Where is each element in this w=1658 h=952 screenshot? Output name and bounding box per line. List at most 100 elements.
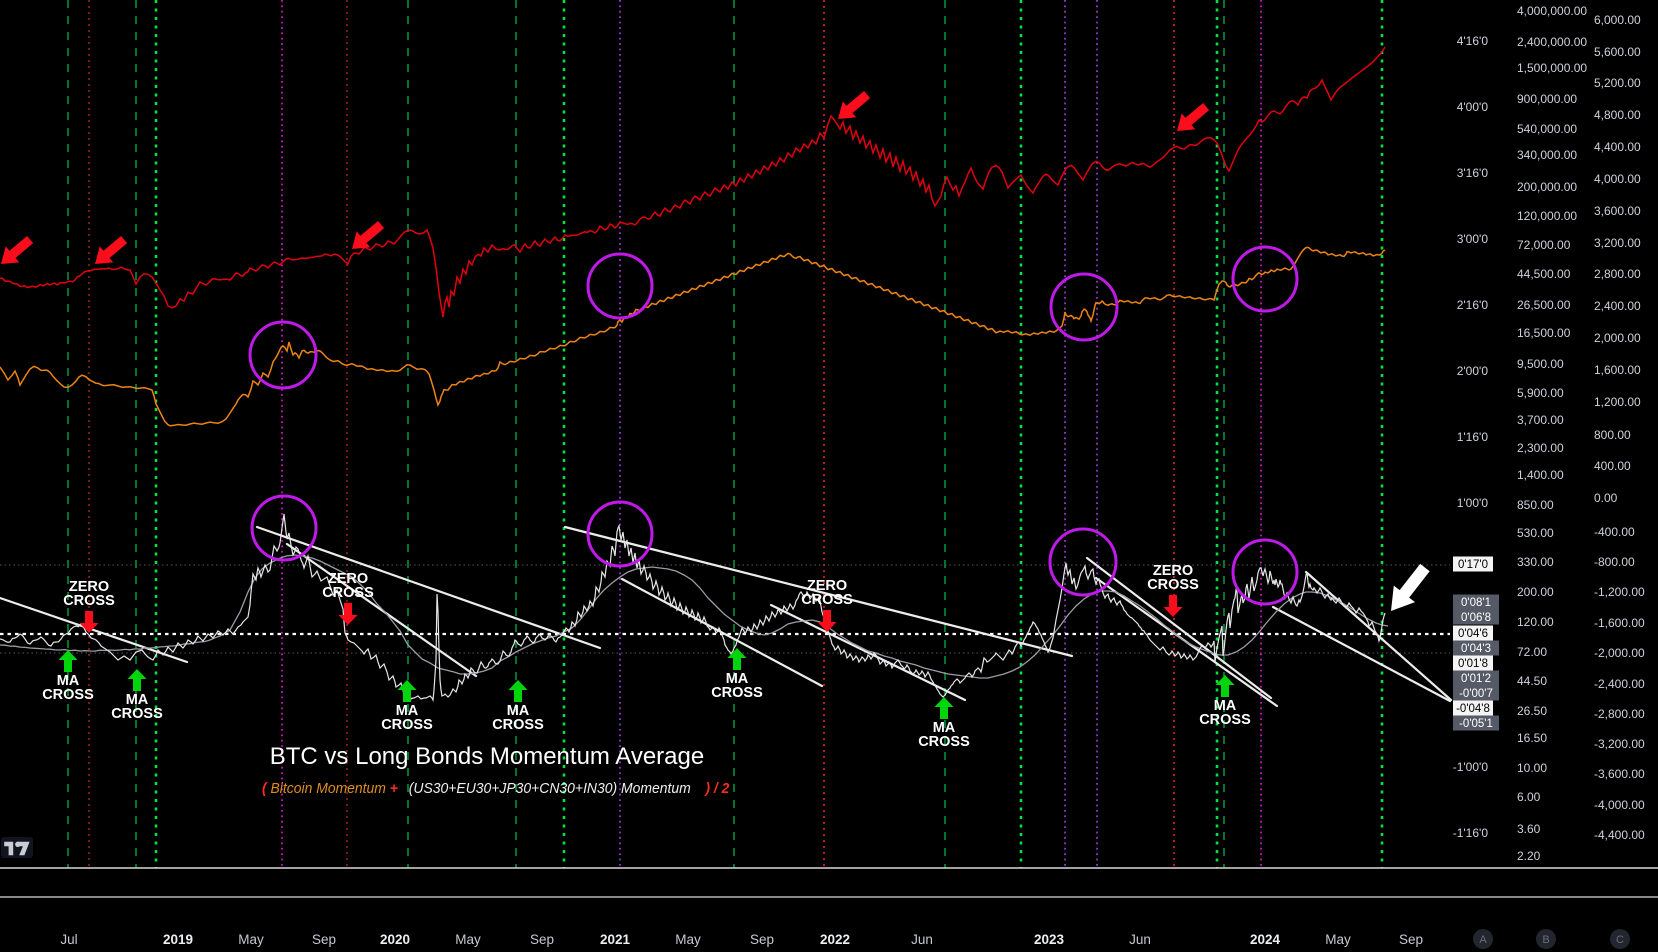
svg-text:Sep: Sep xyxy=(530,932,554,947)
svg-text:Sep: Sep xyxy=(1399,932,1423,947)
svg-text:5,900.00: 5,900.00 xyxy=(1517,386,1564,400)
svg-text:900,000.00: 900,000.00 xyxy=(1517,92,1577,106)
svg-text:CROSS: CROSS xyxy=(111,706,163,722)
svg-text:-400.00: -400.00 xyxy=(1594,525,1635,539)
svg-text:850.00: 850.00 xyxy=(1517,498,1554,512)
svg-text:May: May xyxy=(455,932,481,947)
svg-text:-2,800.00: -2,800.00 xyxy=(1594,707,1645,721)
svg-text:1'00'0: 1'00'0 xyxy=(1457,496,1489,510)
svg-text:0'04'6: 0'04'6 xyxy=(1458,628,1488,640)
svg-text:5,600.00: 5,600.00 xyxy=(1594,45,1641,59)
svg-text:2019: 2019 xyxy=(163,932,193,947)
svg-text:-0'04'8: -0'04'8 xyxy=(1456,703,1490,715)
svg-text:72.00: 72.00 xyxy=(1517,645,1547,659)
svg-text:May: May xyxy=(675,932,701,947)
svg-text:4'00'0: 4'00'0 xyxy=(1457,100,1489,114)
svg-text:6.00: 6.00 xyxy=(1517,790,1541,804)
svg-text:MA: MA xyxy=(933,720,956,736)
svg-text:CROSS: CROSS xyxy=(711,685,763,701)
svg-text:Jul: Jul xyxy=(60,932,77,947)
svg-text:-2,000.00: -2,000.00 xyxy=(1594,646,1645,660)
svg-text:330.00: 330.00 xyxy=(1517,555,1554,569)
svg-text:3,200.00: 3,200.00 xyxy=(1594,236,1641,250)
svg-text:800.00: 800.00 xyxy=(1594,428,1631,442)
svg-text:1,200.00: 1,200.00 xyxy=(1594,395,1641,409)
svg-text:-1,200.00: -1,200.00 xyxy=(1594,585,1645,599)
svg-text:2,400.00: 2,400.00 xyxy=(1594,299,1641,313)
svg-text:-3,200.00: -3,200.00 xyxy=(1594,737,1645,751)
svg-text:CROSS: CROSS xyxy=(1147,577,1199,593)
svg-text:Jun: Jun xyxy=(1129,932,1151,947)
svg-text:A: A xyxy=(1479,934,1487,946)
svg-text:530.00: 530.00 xyxy=(1517,526,1554,540)
svg-text:-4,400.00: -4,400.00 xyxy=(1594,828,1645,842)
svg-text:200.00: 200.00 xyxy=(1517,585,1554,599)
svg-text:-1,600.00: -1,600.00 xyxy=(1594,616,1645,630)
svg-text:3,600.00: 3,600.00 xyxy=(1594,204,1641,218)
svg-text:4,400.00: 4,400.00 xyxy=(1594,140,1641,154)
svg-text:120,000.00: 120,000.00 xyxy=(1517,209,1577,223)
svg-text:-1'00'0: -1'00'0 xyxy=(1453,760,1489,774)
svg-text:Jun: Jun xyxy=(911,932,933,947)
svg-text:0'01'8: 0'01'8 xyxy=(1458,658,1488,670)
svg-text:0'08'1: 0'08'1 xyxy=(1461,597,1491,609)
svg-text:MA: MA xyxy=(726,671,749,687)
svg-text:ZERO: ZERO xyxy=(807,578,847,594)
svg-text:-0'00'7: -0'00'7 xyxy=(1459,688,1493,700)
svg-text:CROSS: CROSS xyxy=(42,687,94,703)
svg-text:1'16'0: 1'16'0 xyxy=(1457,430,1489,444)
svg-text:ZERO: ZERO xyxy=(69,579,109,595)
svg-text:120.00: 120.00 xyxy=(1517,615,1554,629)
svg-text:4,000.00: 4,000.00 xyxy=(1594,172,1641,186)
svg-text:2020: 2020 xyxy=(380,932,410,947)
svg-text:CROSS: CROSS xyxy=(801,592,853,608)
svg-text:May: May xyxy=(1325,932,1351,947)
svg-text:-0'05'1: -0'05'1 xyxy=(1459,718,1493,730)
svg-text:0'01'2: 0'01'2 xyxy=(1461,673,1491,685)
svg-text:-2,400.00: -2,400.00 xyxy=(1594,677,1645,691)
svg-text:CROSS: CROSS xyxy=(63,593,115,609)
svg-text:( Bitcoin Momentum + (US30+EU: ( Bitcoin Momentum + (US30+EU30+JP30+CN3… xyxy=(262,781,729,798)
svg-text:CROSS: CROSS xyxy=(1199,712,1251,728)
svg-text:1,400.00: 1,400.00 xyxy=(1517,468,1564,482)
svg-text:26.50: 26.50 xyxy=(1517,704,1547,718)
svg-text:CROSS: CROSS xyxy=(492,717,544,733)
svg-text:26,500.00: 26,500.00 xyxy=(1517,298,1571,312)
svg-text:2'16'0: 2'16'0 xyxy=(1457,298,1489,312)
svg-text:4,800.00: 4,800.00 xyxy=(1594,108,1641,122)
svg-text:400.00: 400.00 xyxy=(1594,459,1631,473)
svg-text:May: May xyxy=(238,932,264,947)
svg-text:Sep: Sep xyxy=(312,932,336,947)
svg-text:2024: 2024 xyxy=(1250,932,1281,947)
svg-text:0'17'0: 0'17'0 xyxy=(1458,559,1488,571)
svg-text:MA: MA xyxy=(507,703,530,719)
svg-text:2.20: 2.20 xyxy=(1517,849,1541,863)
svg-text:0'04'3: 0'04'3 xyxy=(1461,643,1491,655)
svg-text:2,400,000.00: 2,400,000.00 xyxy=(1517,35,1587,49)
svg-text:72,000.00: 72,000.00 xyxy=(1517,238,1571,252)
svg-text:MA: MA xyxy=(1214,698,1237,714)
svg-text:44.50: 44.50 xyxy=(1517,674,1547,688)
svg-text:5,200.00: 5,200.00 xyxy=(1594,76,1641,90)
svg-text:16.50: 16.50 xyxy=(1517,731,1547,745)
svg-text:3'16'0: 3'16'0 xyxy=(1457,166,1489,180)
svg-text:16,500.00: 16,500.00 xyxy=(1517,326,1571,340)
svg-text:-3,600.00: -3,600.00 xyxy=(1594,767,1645,781)
svg-text:2,800.00: 2,800.00 xyxy=(1594,267,1641,281)
svg-text:MA: MA xyxy=(396,703,419,719)
svg-text:C: C xyxy=(1616,934,1624,946)
svg-text:Sep: Sep xyxy=(750,932,774,947)
svg-text:CROSS: CROSS xyxy=(918,734,970,750)
svg-text:540,000.00: 540,000.00 xyxy=(1517,122,1577,136)
svg-text:MA: MA xyxy=(57,673,80,689)
svg-text:6,000.00: 6,000.00 xyxy=(1594,13,1641,27)
svg-text:MA: MA xyxy=(126,692,149,708)
svg-text:3.60: 3.60 xyxy=(1517,822,1541,836)
svg-text:CROSS: CROSS xyxy=(381,717,433,733)
svg-text:9,500.00: 9,500.00 xyxy=(1517,357,1564,371)
svg-text:340,000.00: 340,000.00 xyxy=(1517,148,1577,162)
svg-text:BTC vs Long Bonds Momentum Ave: BTC vs Long Bonds Momentum Average xyxy=(270,743,704,770)
svg-text:2023: 2023 xyxy=(1034,932,1065,947)
svg-text:0.00: 0.00 xyxy=(1594,491,1618,505)
svg-text:2'00'0: 2'00'0 xyxy=(1457,364,1489,378)
